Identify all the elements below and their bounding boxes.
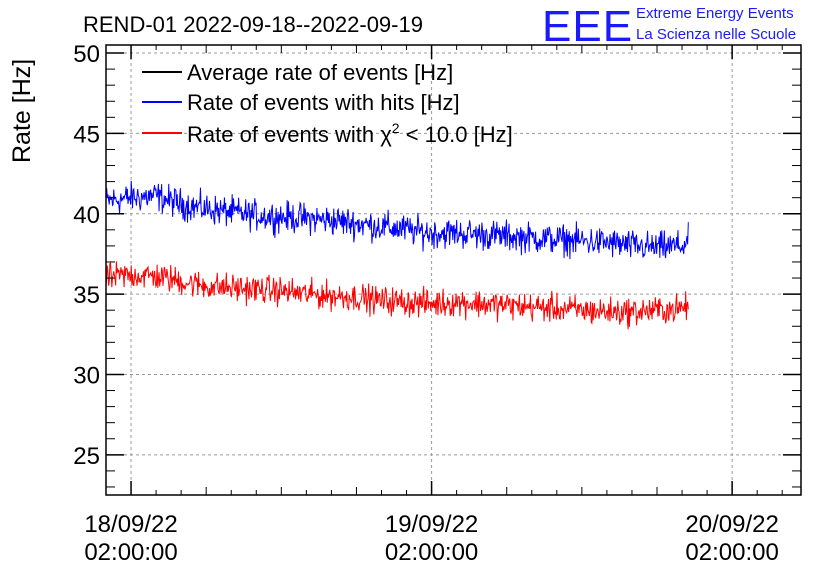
eee-logo-line2: La Scienza nelle Scuole (636, 26, 796, 43)
legend-chi2-prefix: Rate of events with (187, 122, 380, 147)
grid-lines (106, 45, 801, 495)
y-axis-label: Rate [Hz] (8, 59, 36, 163)
legend-chi-symbol: χ (380, 122, 392, 147)
plot-border (105, 44, 802, 496)
x-tick-time: 02:00:00 (84, 539, 177, 566)
x-tick-time: 02:00:00 (685, 539, 778, 566)
x-tick-time: 02:00:00 (385, 539, 478, 566)
plot-frame (105, 44, 802, 496)
legend-label-chi2: Rate of events with χ2 < 10.0 [Hz] (187, 120, 513, 147)
y-tick-label: 40 (73, 202, 100, 229)
legend-entry-average: Average rate of events [Hz] (142, 60, 453, 85)
y-ticks: 25 30 35 40 45 50 (73, 41, 801, 488)
legend: Average rate of events [Hz] Rate of even… (142, 60, 513, 147)
y-tick-label: 45 (73, 121, 100, 148)
legend-chi2-suffix: < 10.0 [Hz] (400, 122, 513, 147)
eee-logo: EEE Extreme Energy Events La Scienza nel… (542, 2, 796, 51)
y-tick-label: 25 (73, 443, 100, 470)
y-tick-label: 35 (73, 282, 100, 309)
x-ticks: 18/09/2202:00:0019/09/2202:00:0020/09/22… (84, 45, 783, 566)
legend-label-average: Average rate of events [Hz] (187, 60, 453, 85)
x-tick-date: 20/09/22 (685, 511, 778, 538)
series-line-chi2 (105, 261, 689, 330)
legend-chi-superscript: 2 (392, 120, 400, 136)
series-layer (105, 180, 689, 330)
x-tick-date: 18/09/22 (84, 511, 177, 538)
series-line-hits (105, 180, 689, 260)
y-tick-label: 30 (73, 362, 100, 389)
legend-entry-hits: Rate of events with hits [Hz] (142, 90, 460, 115)
eee-logo-line1: Extreme Energy Events (636, 5, 794, 22)
legend-label-hits: Rate of events with hits [Hz] (187, 90, 460, 115)
x-tick-date: 19/09/22 (385, 511, 478, 538)
chart-title: REND-01 2022-09-18--2022-09-19 (83, 12, 423, 37)
legend-entry-chi2: Rate of events with χ2 < 10.0 [Hz] (142, 120, 513, 147)
y-tick-label: 50 (73, 41, 100, 68)
eee-logo-letters: EEE (542, 2, 633, 51)
